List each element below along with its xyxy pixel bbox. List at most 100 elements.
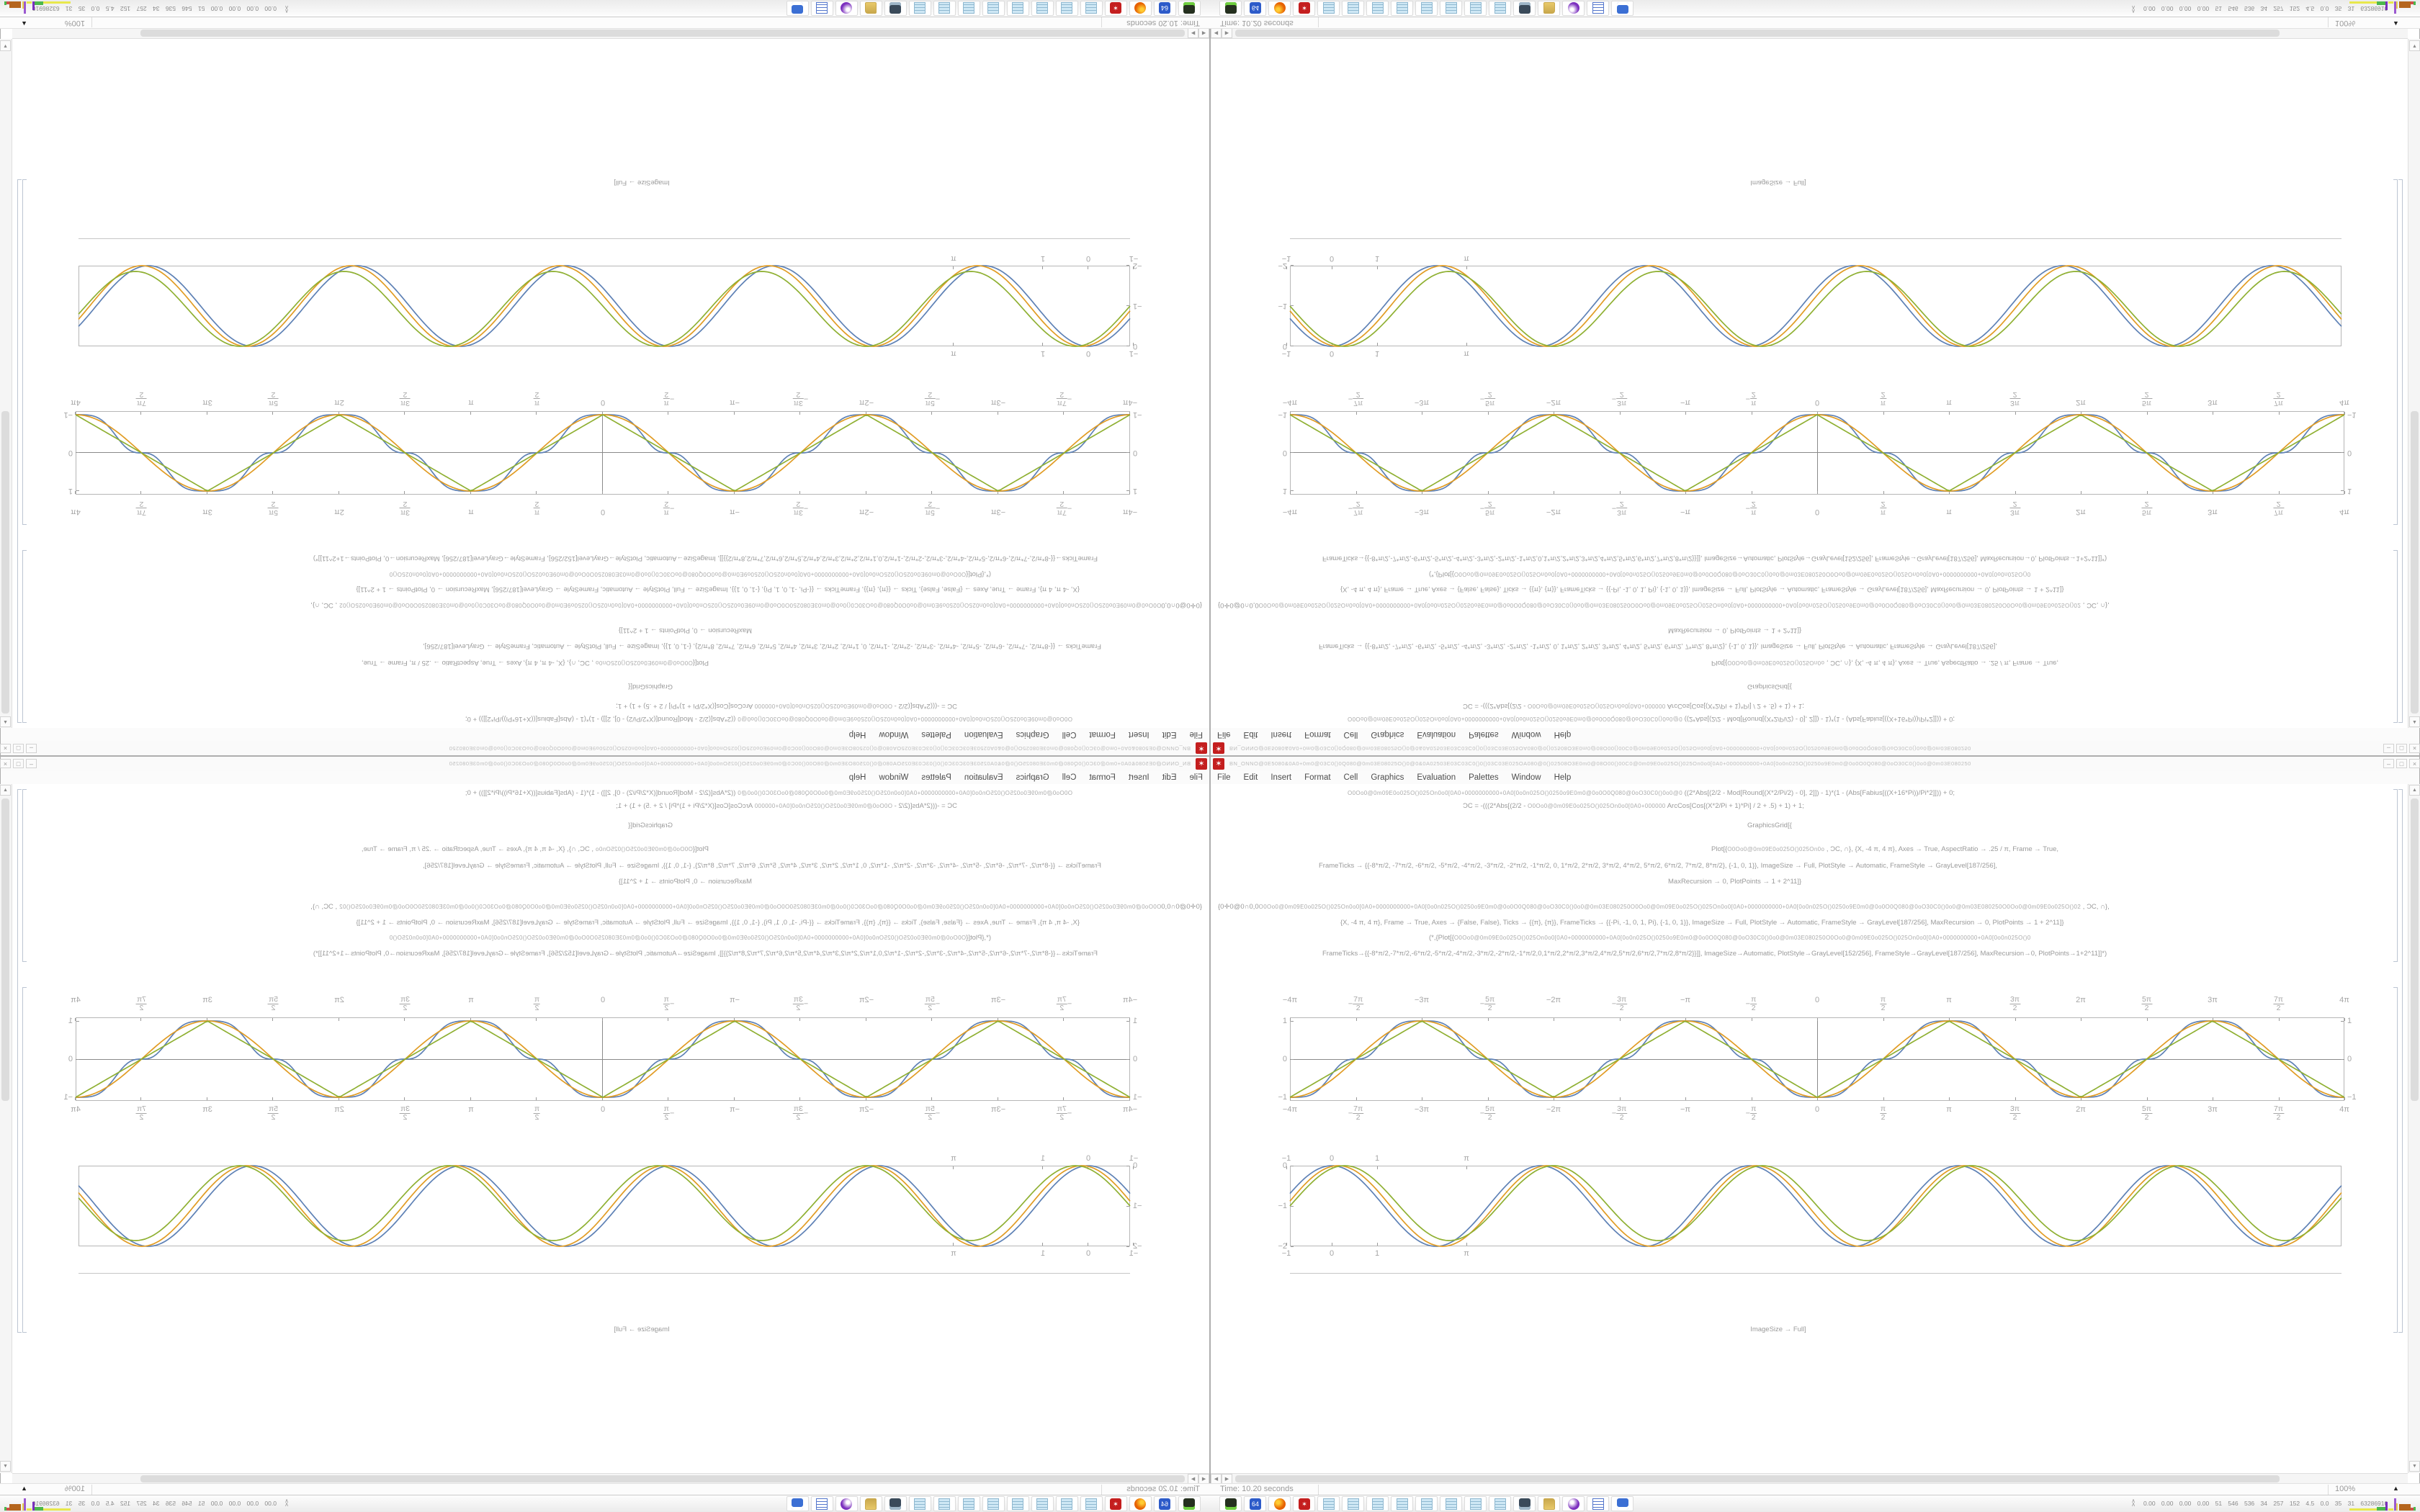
- notepad-icon-button[interactable]: [1317, 1496, 1340, 1511]
- horizontal-scrollbar[interactable]: ◀ ▶: [1211, 28, 2408, 39]
- cell-bracket-plots[interactable]: [22, 987, 27, 1333]
- screenshot-tool-icon-button[interactable]: [884, 1, 907, 16]
- menu-item-edit[interactable]: Edit: [1243, 773, 1258, 782]
- notepad-icon-button[interactable]: [958, 1496, 980, 1511]
- code-line[interactable]: MaxRecursion → 0, PlotPoints → 1 + 2^11]…: [619, 878, 752, 886]
- menu-item-help[interactable]: Help: [848, 773, 866, 782]
- code-line[interactable]: O0Oo0@0m09E0o025O()025On0o0[0A0+00000000…: [1348, 715, 1955, 723]
- notepad-icon-button[interactable]: [1415, 1496, 1438, 1511]
- scroll-up-button[interactable]: ▲: [2409, 716, 2420, 727]
- code-line[interactable]: GraphicsGrid[{: [628, 822, 673, 829]
- code-line[interactable]: MaxRecursion → 0, PlotPoints → 1 + 2^11]…: [1668, 878, 1801, 886]
- code-line[interactable]: ƆC = -(((2*Abs[(2/2 - O0Oo0@0m09E0o025O(…: [1463, 802, 1804, 810]
- vm-monitor-icon-button[interactable]: [1178, 1, 1201, 16]
- folder-icon-button[interactable]: [1538, 1496, 1560, 1511]
- vm-monitor-icon-button[interactable]: [1178, 1496, 1201, 1511]
- code-line[interactable]: {0✛0@0∩0,0O0Oo0@0m09E0o025O()025On0o0[0A…: [1218, 903, 2110, 911]
- cell-bracket-plots[interactable]: [2393, 179, 2398, 525]
- scroll-down-button[interactable]: ▼: [0, 40, 11, 51]
- document-list-icon-button[interactable]: [1587, 1, 1609, 16]
- code-line[interactable]: MaxRecursion → 0, PlotPoints → 1 + 2^11]…: [1668, 626, 1801, 634]
- horizontal-scrollbar[interactable]: ◀ ▶: [12, 1473, 1209, 1484]
- magnification-menu-icon[interactable]: ▲: [21, 1485, 27, 1492]
- zoom-level[interactable]: 100%: [2335, 19, 2356, 27]
- menu-item-evaluation[interactable]: Evaluation: [1417, 730, 1456, 739]
- zoom-level[interactable]: 100%: [2335, 1485, 2356, 1493]
- vertical-scrollbar[interactable]: ▲ ▼: [0, 39, 12, 728]
- menu-item-format[interactable]: Format: [1304, 730, 1331, 739]
- document-list-icon-button[interactable]: [811, 1496, 833, 1511]
- notepad-icon-button[interactable]: [1317, 1, 1340, 16]
- notepad-icon-button[interactable]: [982, 1, 1005, 16]
- floppy-64-icon-button[interactable]: 64: [1154, 1496, 1176, 1511]
- code-line[interactable]: {X, -4 π, 4 π}, Frame → True, Axes → {Fa…: [356, 585, 1080, 593]
- collapse-chevron-icon[interactable]: ∧ ∧: [2131, 1498, 2136, 1508]
- mathematica-spikey-icon-button[interactable]: ✶: [1105, 1496, 1127, 1511]
- magnification-menu-icon[interactable]: ▲: [21, 20, 27, 27]
- code-line[interactable]: FrameTicks → {{-8*π/2, -7*π/2, -6*π/2, -…: [1319, 862, 1997, 870]
- menu-item-edit[interactable]: Edit: [1162, 730, 1177, 739]
- minimize-button[interactable]: –: [26, 744, 37, 753]
- notepad-icon-button[interactable]: [1031, 1, 1054, 16]
- restore-button[interactable]: □: [2396, 759, 2407, 768]
- window-titlebar[interactable]: ✶ BN_ONNO@0E5080&0A0+0m0@03C0()0Q080@0m0…: [1211, 741, 2420, 755]
- menu-item-file[interactable]: File: [1217, 730, 1231, 739]
- menu-item-cell[interactable]: Cell: [1343, 773, 1358, 782]
- restore-button[interactable]: □: [2396, 744, 2407, 753]
- cell-bracket-code[interactable]: [2393, 789, 2398, 962]
- vertical-scroll-thumb[interactable]: [2411, 411, 2419, 714]
- system-monitor-graph[interactable]: [2349, 1, 2416, 14]
- scroll-down-button[interactable]: ▼: [0, 1461, 11, 1472]
- floppy-64-icon-button[interactable]: 64: [1244, 1496, 1266, 1511]
- menu-item-palettes[interactable]: Palettes: [921, 773, 951, 782]
- horizontal-scroll-thumb[interactable]: [140, 30, 1185, 37]
- blue-window-icon-button[interactable]: [1611, 1496, 1634, 1511]
- notepad-icon-button[interactable]: [1489, 1, 1511, 16]
- cell-bracket-group[interactable]: [2398, 789, 2403, 1333]
- notepad-icon-button[interactable]: [1366, 1, 1389, 16]
- vertical-scrollbar[interactable]: ▲ ▼: [0, 784, 12, 1473]
- code-line[interactable]: FrameTicks → {{-8*π/2, -7*π/2, -6*π/2, -…: [423, 862, 1101, 870]
- menu-item-palettes[interactable]: Palettes: [921, 730, 951, 739]
- code-line[interactable]: ƆC = -(((2*Abs[(2/2 - O0Oo0@0m09E0o025O(…: [1463, 702, 1804, 710]
- minimize-button[interactable]: –: [26, 759, 37, 768]
- zoom-level[interactable]: 100%: [64, 1485, 85, 1493]
- mathematica-spikey-icon-button[interactable]: ✶: [1293, 1, 1315, 16]
- purple-app-icon-button[interactable]: [1562, 1, 1585, 16]
- code-line[interactable]: Plot[{O0Oo0@0m09E0o025O()025On0o , ƆC, ∩…: [362, 845, 709, 853]
- notepad-icon-button[interactable]: [958, 1, 980, 16]
- scroll-up-button[interactable]: ▲: [0, 716, 11, 727]
- minimize-button[interactable]: –: [2383, 759, 2394, 768]
- floppy-64-icon-button[interactable]: 64: [1244, 1, 1266, 16]
- cell-bracket-group[interactable]: [2398, 179, 2403, 723]
- code-line[interactable]: O0Oo0@0m09E0o025O()025On0o0[0A0+00000000…: [465, 715, 1072, 723]
- menu-item-graphics[interactable]: Graphics: [1016, 730, 1049, 739]
- floppy-64-icon-button[interactable]: 64: [1154, 1, 1176, 16]
- restore-button[interactable]: □: [13, 759, 24, 768]
- mathematica-spikey-icon-button[interactable]: ✶: [1293, 1496, 1315, 1511]
- notebook-content[interactable]: O0Oo0@0m09E0o025O()025On0o0[0A0+000000 0 0…: [12, 784, 1209, 1473]
- menu-item-insert[interactable]: Insert: [1128, 730, 1150, 739]
- firefox-icon-button[interactable]: [1129, 1496, 1152, 1511]
- code-line[interactable]: GraphicsGrid[{: [628, 683, 673, 690]
- close-button[interactable]: ×: [2409, 744, 2420, 753]
- notepad-icon-button[interactable]: [1031, 1496, 1054, 1511]
- horizontal-scroll-thumb[interactable]: [1235, 30, 2280, 37]
- menu-item-cell[interactable]: Cell: [1343, 730, 1358, 739]
- notepad-icon-button[interactable]: [1080, 1496, 1103, 1511]
- code-line[interactable]: Plot[{O0Oo0@0m09E0o025O()025On0o , ƆC, ∩…: [1711, 845, 2058, 853]
- menu-item-graphics[interactable]: Graphics: [1016, 773, 1049, 782]
- window-titlebar[interactable]: ✶ BN_ONNO@0E5080&0A0+0m0@03C0()0Q080@0m0…: [1211, 757, 2420, 771]
- menu-item-window[interactable]: Window: [1511, 730, 1541, 739]
- code-line[interactable]: (*,{Plot[{O0Oo0@0m09E0o025O()025On0o0[0A…: [389, 570, 991, 578]
- zoom-level[interactable]: 100%: [64, 19, 85, 27]
- menu-item-help[interactable]: Help: [1554, 730, 1572, 739]
- menu-item-window[interactable]: Window: [879, 730, 909, 739]
- scroll-right-button[interactable]: ▶: [1188, 28, 1198, 38]
- code-line[interactable]: (*,{Plot[{O0Oo0@0m09E0o025O()025On0o0[0A…: [1429, 570, 2031, 578]
- code-line[interactable]: GraphicsGrid[{: [1747, 822, 1792, 829]
- cell-bracket-code[interactable]: [22, 550, 27, 723]
- system-monitor-graph[interactable]: [2349, 1498, 2416, 1511]
- horizontal-scroll-thumb[interactable]: [140, 1475, 1185, 1482]
- notepad-icon-button[interactable]: [1056, 1496, 1078, 1511]
